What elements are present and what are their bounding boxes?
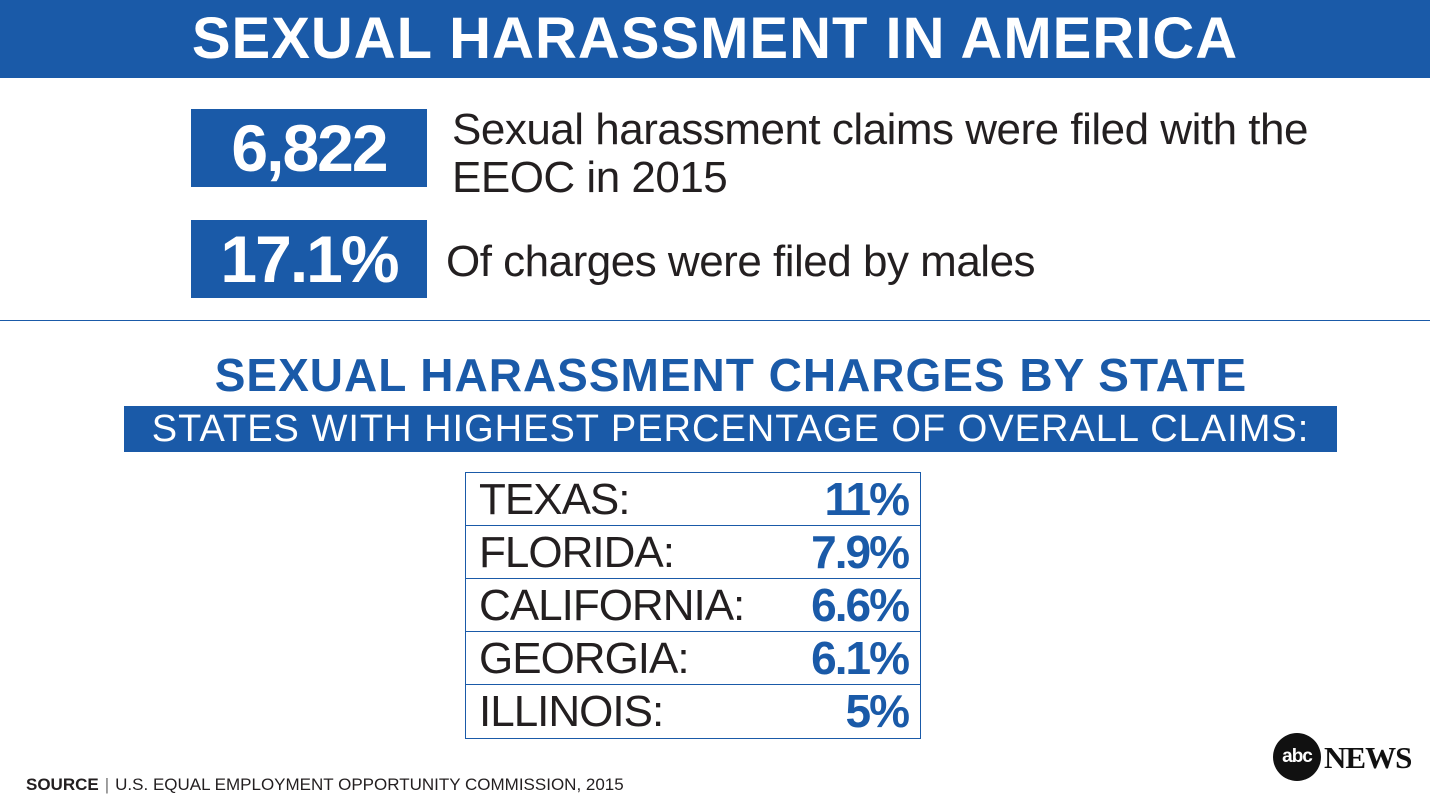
subtitle-bar: STATES WITH HIGHEST PERCENTAGE OF OVERAL… <box>124 406 1337 452</box>
stat-text-claims: Sexual harassment claims were filed with… <box>452 105 1308 202</box>
stat-text-males: Of charges were filed by males <box>446 237 1036 286</box>
section-title: SEXUAL HARASSMENT CHARGES BY STATE <box>214 349 1248 401</box>
abc-logo-icon: abc <box>1273 733 1321 781</box>
table-row: ILLINOIS: 5% <box>466 685 920 738</box>
table-row: FLORIDA: 7.9% <box>466 526 920 579</box>
stat-value-claims: 6,822 <box>191 109 427 187</box>
state-name: GEORGIA: <box>479 634 690 683</box>
logo-wordmark: NEWS <box>1324 740 1412 775</box>
state-value: 11% <box>824 473 910 525</box>
section-subtitle: STATES WITH HIGHEST PERCENTAGE OF OVERAL… <box>151 408 1310 450</box>
table-row: TEXAS: 11% <box>466 473 920 526</box>
state-value: 5% <box>845 685 911 737</box>
state-value: 6.6% <box>811 579 910 631</box>
state-value: 7.9% <box>811 526 910 578</box>
section-divider <box>0 320 1430 321</box>
stat-value-males: 17.1% <box>191 220 427 298</box>
page-title: SEXUAL HARASSMENT IN AMERICA <box>191 6 1239 71</box>
state-table: TEXAS: 11% FLORIDA: 7.9% CALIFORNIA: 6.6… <box>465 472 921 739</box>
state-name: CALIFORNIA: <box>479 581 745 630</box>
source-text: U.S. EQUAL EMPLOYMENT OPPORTUNITY COMMIS… <box>115 775 624 794</box>
state-name: TEXAS: <box>479 475 630 524</box>
abc-news-logo: abc NEWS <box>1273 733 1423 781</box>
source-separator: | <box>104 775 110 794</box>
header-banner: SEXUAL HARASSMENT IN AMERICA <box>0 0 1430 78</box>
state-value: 6.1% <box>811 632 910 684</box>
state-name: FLORIDA: <box>479 528 675 577</box>
state-name: ILLINOIS: <box>479 687 664 736</box>
source-credit: SOURCE | U.S. EQUAL EMPLOYMENT OPPORTUNITY… <box>26 774 624 796</box>
table-row: CALIFORNIA: 6.6% <box>466 579 920 632</box>
table-row: GEORGIA: 6.1% <box>466 632 920 685</box>
source-label: SOURCE <box>26 775 99 794</box>
